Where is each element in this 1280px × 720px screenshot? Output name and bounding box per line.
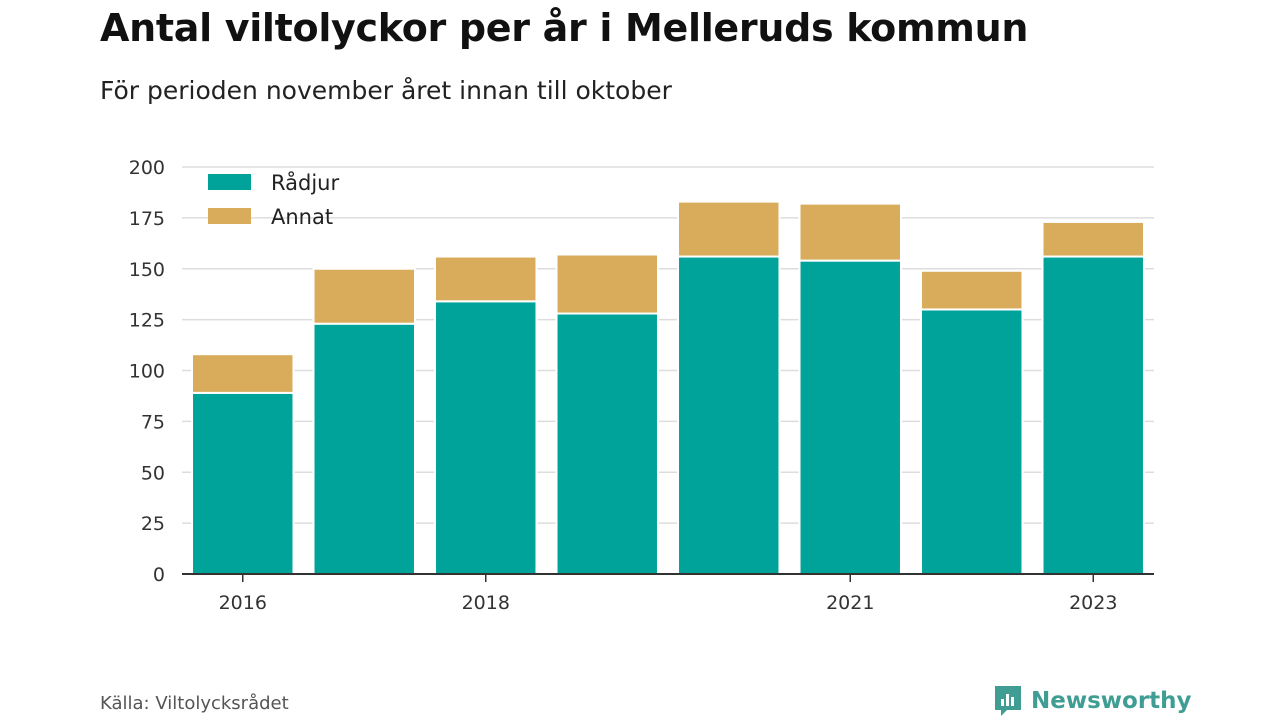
x-tick-label: 2016: [219, 592, 267, 614]
bar-annat-2016: [191, 353, 295, 394]
legend-swatch-annat: [208, 208, 251, 224]
chart-subtitle: För perioden november året innan till ok…: [100, 76, 672, 105]
legend-swatch-radjur: [208, 174, 251, 190]
y-tick-label: 125: [129, 310, 165, 332]
x-axis-tick-labels: 2016 2018 2021 2023: [219, 574, 1117, 614]
brand-logo: Newsworthy: [993, 684, 1192, 718]
bar-radjur-2016: [191, 391, 295, 576]
bar-radjur-2018: [434, 300, 538, 575]
chart-title: Antal viltolyckor per år i Melleruds kom…: [100, 6, 1029, 50]
bar-annat-2020: [677, 200, 781, 258]
y-tick-label: 175: [129, 208, 165, 230]
bar-radjur-2021: [798, 259, 902, 575]
legend-label-annat: Annat: [271, 205, 333, 229]
y-tick-label: 50: [141, 462, 165, 484]
source-note: Källa: Viltolycksrådet: [100, 693, 289, 714]
y-tick-label: 150: [129, 259, 165, 281]
x-tick-label: 2018: [462, 592, 510, 614]
legend: Rådjur Annat: [208, 170, 339, 229]
bar-radjur-2017: [312, 322, 416, 575]
bar-radjur-2023: [1041, 255, 1145, 575]
y-axis-tick-labels: 0 25 50 75 100 125 150 175 200: [129, 157, 165, 586]
bar-annat-2018: [434, 255, 538, 303]
brand-name: Newsworthy: [1031, 688, 1192, 714]
bar-radjur-2020: [677, 255, 781, 575]
y-tick-label: 100: [129, 361, 165, 383]
y-tick-label: 0: [153, 564, 165, 586]
legend-label-radjur: Rådjur: [271, 170, 339, 195]
bar-annat-2021: [798, 202, 902, 262]
y-tick-label: 200: [129, 157, 165, 179]
bar-radjur-2019: [555, 312, 659, 575]
y-tick-label: 75: [141, 411, 165, 433]
bar-radjur-2022: [920, 308, 1024, 575]
x-tick-label: 2023: [1069, 592, 1117, 614]
newsworthy-logo-icon: [995, 686, 1021, 716]
y-tick-label: 25: [141, 513, 165, 535]
x-tick-label: 2021: [826, 592, 874, 614]
bar-annat-2019: [555, 253, 659, 315]
bar-annat-2023: [1041, 220, 1145, 258]
bar-annat-2022: [920, 269, 1024, 311]
bar-annat-2017: [312, 267, 416, 325]
bars: [191, 200, 1145, 576]
